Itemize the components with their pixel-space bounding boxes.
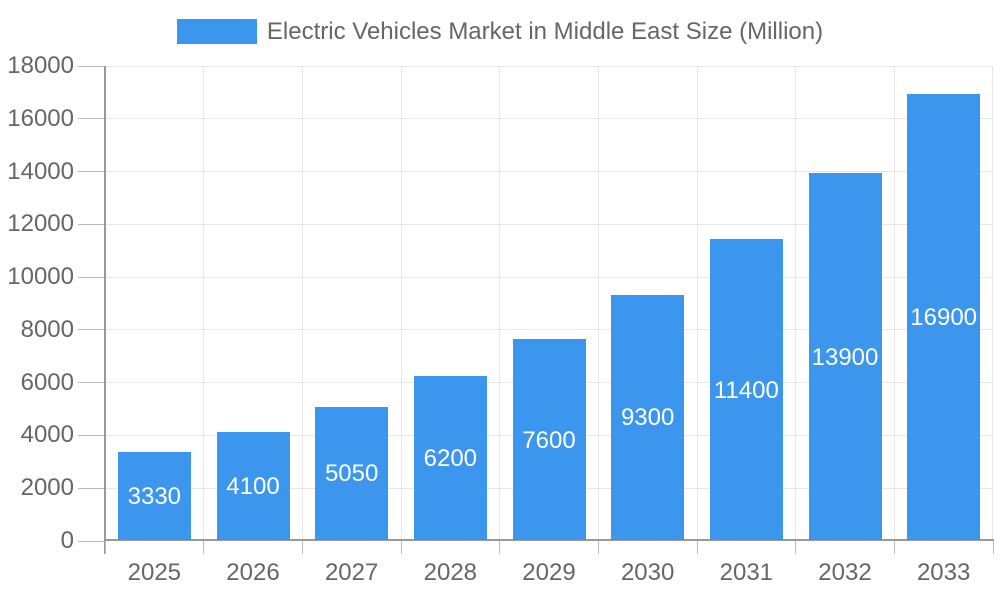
bar-2029 xyxy=(512,339,586,540)
h-gridline xyxy=(105,329,993,331)
y-tick xyxy=(78,171,104,173)
bar-2032 xyxy=(808,173,882,540)
x-axis-tick-label: 2027 xyxy=(324,559,379,586)
x-axis-tick-label: 2025 xyxy=(127,559,182,586)
x-axis-line xyxy=(104,539,994,541)
bar-2028 xyxy=(413,376,487,540)
bar-2026 xyxy=(216,431,290,540)
x-tick xyxy=(597,541,599,554)
y-axis-tick-label: 10000 xyxy=(7,263,74,291)
bar-2027 xyxy=(315,406,389,540)
v-gridline xyxy=(400,66,402,541)
y-tick xyxy=(78,223,104,225)
x-axis-tick-label: 2026 xyxy=(226,559,280,586)
v-gridline xyxy=(499,66,501,541)
x-tick xyxy=(992,541,994,554)
h-gridline xyxy=(105,65,993,67)
x-axis-tick-label: 2030 xyxy=(620,559,675,586)
h-gridline xyxy=(105,118,993,120)
x-tick xyxy=(400,541,402,554)
bar-value-label: 16900 xyxy=(910,304,978,331)
plot-area: 3330 4100 5050 6200 7600 9300 11400 13900 16900 xyxy=(78,65,994,554)
x-axis-tick-label: 2031 xyxy=(719,559,774,586)
x-axis-tick-label: 2028 xyxy=(423,559,478,586)
bar-value-label: 5050 xyxy=(324,460,379,488)
v-gridline xyxy=(991,66,993,541)
y-tick xyxy=(78,382,104,384)
bar-value-label: 3330 xyxy=(127,483,182,511)
v-gridline xyxy=(795,66,797,541)
legend-swatch xyxy=(176,18,257,44)
bar-value-label: 11400 xyxy=(713,376,779,404)
y-tick xyxy=(78,540,104,542)
x-tick xyxy=(795,541,797,554)
h-gridline xyxy=(105,171,993,173)
y-tick xyxy=(78,65,104,67)
y-axis-tick-label: 2000 xyxy=(20,474,74,502)
h-gridline xyxy=(105,276,993,278)
x-axis-tick-label: 2029 xyxy=(522,559,576,586)
y-tick xyxy=(78,434,104,436)
y-axis-tick-label: 4000 xyxy=(20,421,74,449)
y-axis-tick-label: 16000 xyxy=(7,104,74,132)
y-axis-tick-label: 14000 xyxy=(7,157,74,185)
y-tick xyxy=(78,276,104,278)
y-tick xyxy=(78,487,104,489)
x-axis-tick-label: 2033 xyxy=(916,559,971,586)
x-tick xyxy=(893,541,895,554)
y-tick xyxy=(78,118,104,120)
bar-value-label: 7600 xyxy=(522,426,576,454)
x-tick xyxy=(301,541,303,554)
x-tick xyxy=(499,541,501,554)
bar-2033 xyxy=(907,94,981,540)
v-gridline xyxy=(203,66,205,541)
bar-value-label: 6200 xyxy=(423,445,478,473)
y-axis-line xyxy=(104,66,106,554)
y-axis-tick-label: 8000 xyxy=(20,315,74,343)
bar-value-label: 13900 xyxy=(811,343,879,371)
v-gridline xyxy=(893,66,895,541)
y-axis-tick-label: 18000 xyxy=(7,52,74,79)
x-tick xyxy=(203,541,205,554)
legend-label: Electric Vehicles Market in Middle East … xyxy=(266,17,824,45)
legend-item[interactable]: Electric Vehicles Market in Middle East … xyxy=(0,7,1000,55)
y-axis-tick-label: 0 xyxy=(60,527,74,554)
v-gridline xyxy=(301,66,303,541)
x-tick xyxy=(696,541,698,554)
bar-value-label: 4100 xyxy=(226,472,280,500)
v-gridline xyxy=(597,66,599,541)
bar-value-label: 9300 xyxy=(620,404,675,432)
x-axis-tick-label: 2032 xyxy=(818,559,872,586)
y-axis-tick-label: 6000 xyxy=(20,368,74,396)
bar-2030 xyxy=(611,294,685,540)
bar-2031 xyxy=(709,239,783,540)
bar-2025 xyxy=(117,452,191,540)
x-tick xyxy=(104,541,106,554)
h-gridline xyxy=(105,223,993,225)
v-gridline xyxy=(696,66,698,541)
y-tick xyxy=(78,329,104,331)
y-axis-tick-label: 12000 xyxy=(7,210,74,238)
